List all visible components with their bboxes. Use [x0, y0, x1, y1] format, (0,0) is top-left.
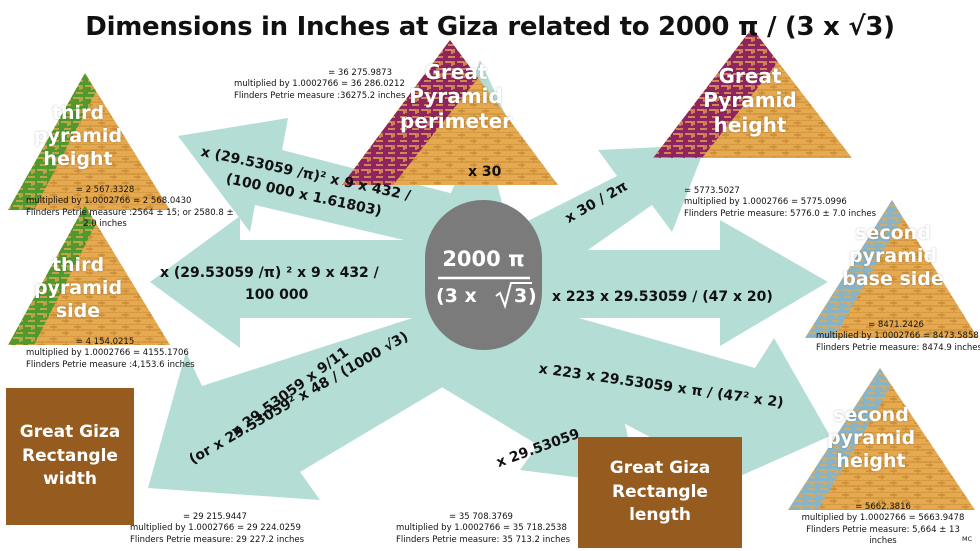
arrow-to-third-pyramid-height	[178, 118, 458, 252]
second-pyramid-height-graphic	[788, 368, 975, 510]
radical-sign	[495, 282, 532, 310]
page-title: Dimensions in Inches at Giza related to …	[85, 12, 895, 42]
note-great-pyramid-perimeter: = 36 275.9873 multiplied by 1.0002766 = 3…	[234, 68, 406, 101]
center-pill	[425, 200, 542, 350]
third-pyramid-height-graphic	[8, 73, 170, 210]
rectangle-length-box	[578, 437, 742, 548]
label-great-pyramid-height: Great Pyramid height	[703, 64, 797, 137]
label-third-pyramid-height: third pyramid height	[33, 102, 123, 171]
note-great-pyramid-height: = 5773.5027 multiplied by 1.0002766 = 577…	[684, 186, 877, 219]
op-to-third-side-line1: x (29.53059 /π) ² x 9 x 432 /	[160, 265, 379, 281]
note-third-pyramid-height: = 2 567.3328 multiplied by 1.0002766 = 2 …	[26, 185, 234, 230]
signature: MC	[962, 535, 973, 543]
arrow-to-rectangle-width	[148, 300, 488, 500]
center-denominator-left: (3 x	[436, 285, 477, 307]
great-pyramid-height-graphic	[653, 28, 852, 158]
arrow-to-third-pyramid-side	[150, 216, 455, 348]
second-pyramid-base-graphic	[805, 200, 978, 338]
center-denominator-root: 3	[514, 285, 528, 307]
note-second-pyramid-height: = 5662.3816 multiplied by 1.0002766 = 566…	[801, 502, 965, 547]
op-to-gp-perimeter: x 30	[468, 164, 502, 180]
note-rectangle-width: = 29 215.9447 multiplied by 1.0002766 = 2…	[130, 512, 305, 545]
great-pyramid-perimeter-graphic	[342, 40, 558, 185]
label-rectangle-width: Great Giza Rectangle width	[19, 421, 121, 490]
arrow-to-second-pyramid-height	[486, 300, 830, 494]
label-great-pyramid-perimeter: Great Pyramid perimeter	[400, 60, 512, 133]
rectangle-width-box	[6, 388, 134, 525]
label-second-pyramid-height: second pyramid height	[826, 404, 916, 473]
center-numerator: 2000 π	[442, 247, 525, 271]
note-second-pyramid-base: = 8471.2426 multiplied by 1.0002766 = 847…	[816, 320, 980, 353]
label-rectangle-length: Great Giza Rectangle length	[609, 457, 711, 526]
op-to-second-base: x 223 x 29.53059 / (47 x 20)	[552, 289, 773, 305]
third-pyramid-side-graphic	[8, 205, 170, 345]
note-third-pyramid-side: = 4 154.0215 multiplied by 1.0002766 = 41…	[26, 337, 195, 370]
note-rectangle-length: = 35 708.3769 multiplied by 1.0002766 = 3…	[396, 512, 571, 545]
arrow-to-great-pyramid-height	[520, 145, 706, 278]
center-denominator-right: )	[528, 285, 537, 307]
arrow-to-second-pyramid-base	[530, 220, 828, 346]
label-third-pyramid-side: third pyramid side	[33, 254, 123, 323]
label-second-pyramid-base: second pyramid base side	[842, 222, 944, 291]
op-to-third-side-line2: 100 000	[245, 287, 309, 303]
